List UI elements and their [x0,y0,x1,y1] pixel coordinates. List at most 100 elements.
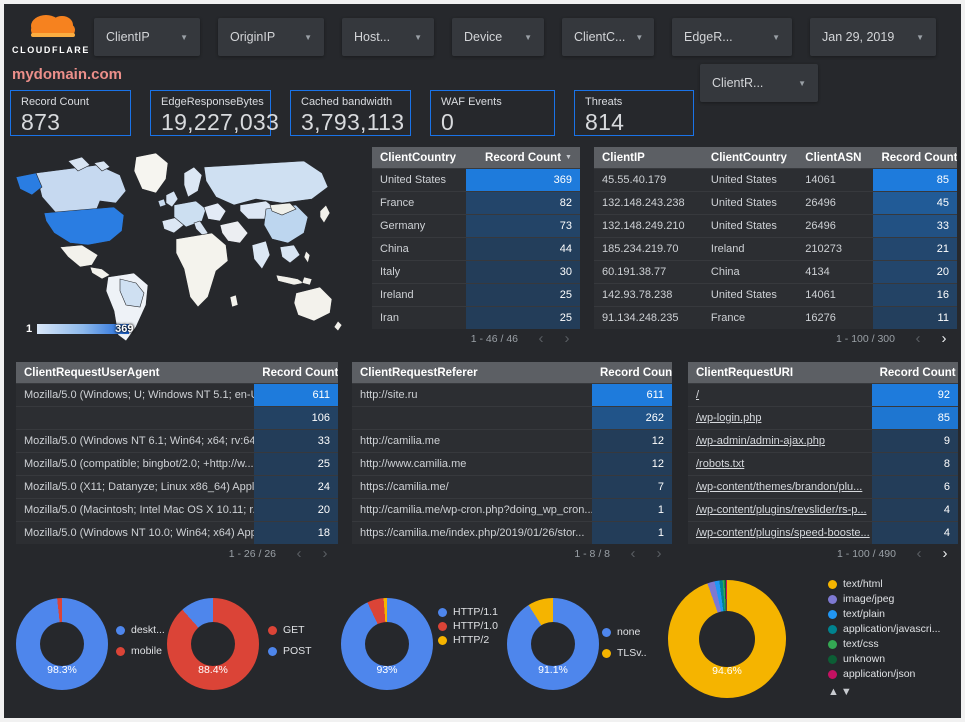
legend-item[interactable]: HTTP/1.0 [438,620,499,634]
uri-link[interactable]: /wp-admin/admin-ajax.php [696,435,826,447]
table-pagination: 1 - 100 / 300 ‹ › [594,329,957,348]
table-cell [352,407,592,429]
legend-item[interactable]: unknown [828,653,940,668]
legend-item[interactable]: TLSv.. [602,647,647,668]
legend-item[interactable]: POST [268,645,312,666]
filter-chip-clientr[interactable]: ClientR... ▼ [700,64,818,102]
tls-version-donut: 91.1% [507,598,599,690]
table-cell [16,407,254,429]
chevron-down-icon: ▼ [414,32,422,42]
legend-color-dot [116,626,125,635]
filter-chip-clientc[interactable]: ClientC... ▼ [562,18,654,56]
legend-item[interactable]: HTTP/1.1 [438,606,499,620]
table-cell: 142.93.78.238 [602,289,673,301]
legend-label: HTTP/1.0 [453,620,498,632]
record-count-bar: 369 [465,169,580,191]
scorecard-value: 3,793,113 [301,109,405,135]
column-header-clientrequestreferer[interactable]: ClientRequestReferer [360,366,478,379]
scorecard-label: WAF Events [441,96,502,108]
record-count-bar: 12 [592,430,672,452]
prev-page-icon: ‹ [630,545,636,562]
request-method-donut-legend: GET POST [268,624,312,666]
legend-item[interactable]: application/json [828,668,940,683]
column-header-clientrequesturi[interactable]: ClientRequestURI [696,366,794,379]
filter-chip-host[interactable]: Host... ▼ [342,18,434,56]
column-header-record-count[interactable]: Record Count▼ [881,151,957,164]
country-brazil [119,278,145,308]
table-cell: /wp-content/themes/brandon/plu... [688,476,872,498]
column-header-record-count[interactable]: Record Count▼ [262,366,338,379]
column-header-record-count[interactable]: Record Count▼ [879,366,956,379]
chevron-down-icon: ▼ [304,32,312,42]
chevron-down-icon: ▼ [798,78,806,88]
table-header-row: ClientCountry Record Count ▼ [372,147,580,168]
uri-link[interactable]: /wp-content/plugins/revslider/rs-p... [696,504,867,516]
legend-item[interactable]: HTTP/2 [438,634,499,648]
table-cell: 16276 [805,312,836,324]
column-header-clientip[interactable]: ClientIP [602,151,645,164]
column-header-record-count[interactable]: Record Count▼ [600,366,672,379]
filter-chip-clientip[interactable]: ClientIP ▼ [94,18,200,56]
legend-color-dot [268,647,277,656]
scorecard-value: 873 [21,109,61,135]
filter-chip-edger[interactable]: EdgeR... ▼ [672,18,792,56]
uri-link[interactable]: /wp-login.php [696,412,762,424]
table-cell: France [710,312,746,324]
table-row: /wp-content/plugins/revslider/rs-p... 4 [688,498,958,521]
legend-item[interactable]: image/jpeg [828,593,940,608]
record-count-bar: 82 [465,192,580,214]
legend-color-dot [828,640,837,649]
table-header-row: ClientRequestReferer Record Count▼ [352,362,672,383]
filter-bar: ClientIP ▼ OriginIP ▼ Host... ▼ Device ▼ ClientC… [94,18,936,56]
geo-map[interactable]: 1 369 [8,147,364,345]
table-pagination: 1 - 46 / 46 ‹ › [372,329,580,348]
filter-chip-device[interactable]: Device ▼ [452,18,544,56]
column-header-clientcountry[interactable]: ClientCountry [380,151,457,164]
chevron-down-icon: ▼ [772,32,780,42]
filter-chip-label: ClientC... [574,30,626,44]
legend-item[interactable]: mobile [116,645,165,666]
legend-item[interactable]: none [602,626,647,647]
next-page-icon[interactable]: › [942,545,948,562]
legend-item[interactable]: deskt... [116,624,165,645]
donut-percent-label: 94.6% [712,665,742,677]
table-row: http://site.ru 611 [352,383,672,406]
sort-desc-icon: ▼ [565,153,572,161]
uri-link[interactable]: /wp-content/themes/brandon/plu... [696,481,863,493]
table-cell: Mozilla/5.0 (Macintosh; Intel Mac OS X 1… [24,504,255,516]
table-row: 91.134.248.235 France 16276 11 [594,306,957,329]
table-cell: /wp-content/plugins/revslider/rs-p... [688,499,872,521]
table-cell: Mozilla/5.0 (compatible; bingbot/2.0; +h… [24,458,254,470]
next-page-icon[interactable]: › [941,330,947,347]
date-range-picker[interactable]: Jan 29, 2019 ▼ [810,18,936,56]
record-count-bar: 16 [873,284,957,306]
http-protocol-donut: 93% [341,598,433,690]
column-header-clientcountry[interactable]: ClientCountry [710,151,787,164]
legend-item[interactable]: text/plain [828,608,940,623]
client-ip-table: ClientIP ClientCountry ClientASN Record Cou… [594,147,957,348]
table-row: United States 369 [372,168,580,191]
legend-item[interactable]: GET [268,624,312,645]
client-country-table: ClientCountry Record Count ▼ United States 3… [372,147,580,348]
table-cell: United States [380,174,447,186]
column-header-record-count[interactable]: Record Count▼ [485,151,572,164]
uri-link[interactable]: /robots.txt [696,458,745,470]
country-china [263,204,309,244]
uri-link[interactable]: / [696,389,700,401]
table-cell: Ireland [710,243,745,255]
filter-chip-originip[interactable]: OriginIP ▼ [218,18,324,56]
legend-item[interactable]: application/javascri... [828,623,940,638]
legend-label: image/jpeg [843,593,895,605]
legend-item[interactable]: text/html [828,578,940,593]
column-header-clientrequestuseragent[interactable]: ClientRequestUserAgent [24,366,160,379]
table-header-row: ClientIP ClientCountry ClientASN Record Cou… [594,147,957,168]
map-color-legend: 1 369 [26,323,133,335]
country-indonesia [275,274,305,286]
column-header-clientasn[interactable]: ClientASN [805,151,862,164]
legend-item[interactable]: text/css [828,638,940,653]
table-cell: Mozilla/5.0 (Windows; U; Windows NT 5.1;… [24,389,255,401]
legend-scroll-icons[interactable]: ▲▼ [828,686,854,698]
uri-link[interactable]: /wp-content/plugins/speed-booste... [696,527,870,539]
legend-color-dot [602,628,611,637]
record-count-bar: 21 [873,238,957,260]
